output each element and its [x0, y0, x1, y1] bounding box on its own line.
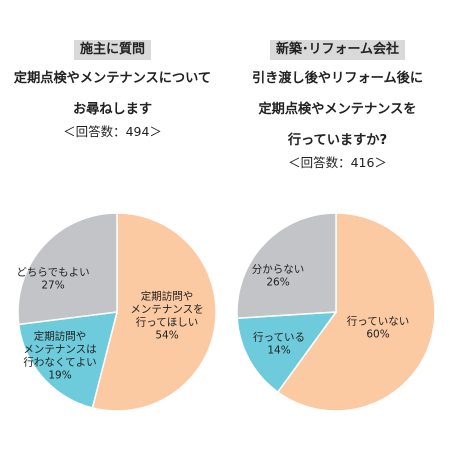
right-chart-panel: 新築･リフォーム会社 引き渡し後やリフォーム後に 定期点検やメンテナンスを 行っ…: [225, 0, 450, 450]
left-slice-label-3: どちらでもよい 27%: [16, 267, 89, 292]
right-slice-label-1: 行っていない 60%: [347, 315, 409, 341]
left-pie-slice-1: [91, 212, 217, 412]
right-respondent-count: ＜回答数：416＞: [288, 155, 387, 170]
left-respondent-count: ＜回答数：494＞: [63, 124, 162, 139]
right-question-tag: 新築･リフォーム会社: [269, 40, 406, 60]
left-question-line-2: お尋ねします: [72, 102, 153, 117]
left-slice-label-2: 定期訪問やメンテナンスは行わなくてよい 19%: [23, 330, 96, 382]
left-question-line-1: 定期点検やメンテナンスについて: [13, 71, 212, 86]
right-pie-chart: 行っていない 60% 行っている 14% 分からない 26%: [236, 212, 436, 412]
right-pie-slice-3: [236, 212, 337, 320]
right-header: 新築･リフォーム会社 引き渡し後やリフォーム後に 定期点検やメンテナンスを 行っ…: [225, 0, 450, 171]
left-pie-slice-3: [17, 212, 118, 326]
left-pie-slice-2: [17, 311, 119, 409]
left-slice-label-1: 定期訪問やメンテナンスを行ってほしい 54%: [130, 290, 203, 342]
right-pie-slice-2: [236, 311, 338, 394]
left-question-tag: 施主に質問: [73, 40, 151, 60]
right-pie-slice-1: [276, 212, 436, 412]
left-pie-chart: 定期訪問やメンテナンスを行ってほしい 54% 定期訪問やメンテナンスは行わなくてよい…: [16, 212, 217, 412]
left-chart-panel: 施主に質問 定期点検やメンテナンスについて お尋ねします ＜回答数：494＞ 定…: [0, 0, 225, 412]
right-slice-label-2: 行っている 14%: [253, 331, 305, 357]
right-question-line-3: 行っていますか?: [287, 133, 388, 148]
right-slice-label-3: 分からない 26%: [252, 264, 305, 289]
right-question-line-2: 定期点検やメンテナンスを: [258, 102, 417, 117]
right-question-line-1: 引き渡し後やリフォーム後に: [251, 71, 424, 86]
left-header: 施主に質問 定期点検やメンテナンスについて お尋ねします ＜回答数：494＞: [0, 0, 225, 140]
